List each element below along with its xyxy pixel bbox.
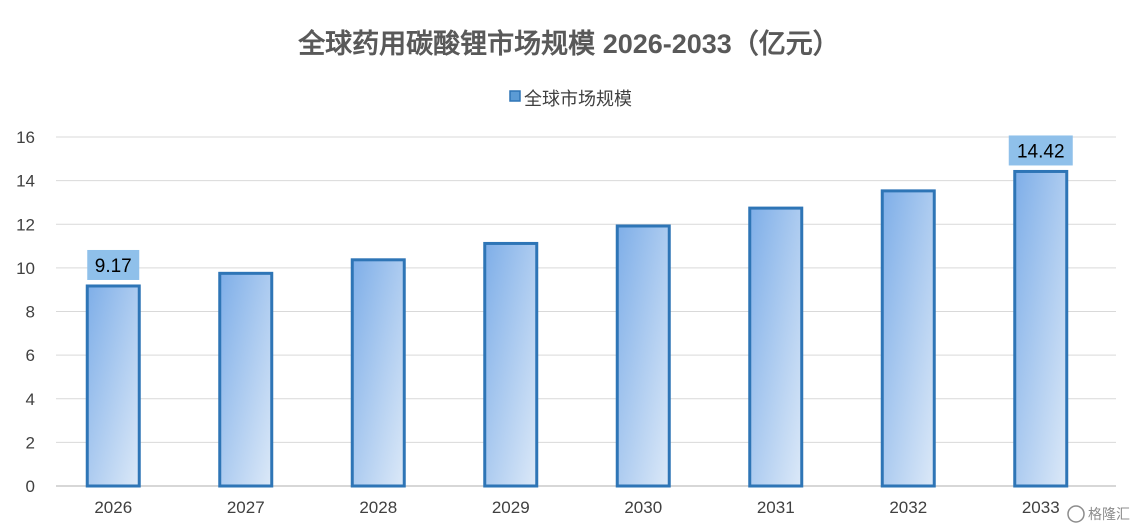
x-tick-label: 2033 (1022, 498, 1060, 517)
bar-2028 (350, 258, 406, 488)
data-label: 14.42 (1008, 135, 1073, 166)
chart-title: 全球药用碳酸锂市场规模 2026-2033（亿元） (297, 28, 840, 59)
legend: 全球市场规模 (509, 89, 632, 109)
data-labels: 9.17 14.42 (87, 135, 1073, 280)
y-tick-label: 8 (26, 303, 35, 322)
bar-2026 (85, 284, 141, 488)
bar-2031 (748, 206, 804, 488)
x-tick-label: 2032 (889, 498, 927, 517)
y-tick-label: 12 (16, 215, 35, 234)
bar-2033 (1013, 169, 1069, 488)
y-tick-label: 16 (16, 128, 35, 147)
y-tick-label: 4 (26, 390, 35, 409)
x-tick-label: 2030 (624, 498, 662, 517)
watermark-text: 格隆汇 (1088, 506, 1130, 522)
gridlines (56, 136, 1116, 487)
y-axis: 0 2 4 6 8 10 12 14 16 (16, 128, 35, 496)
data-label: 9.17 (87, 249, 140, 280)
bar-2032 (880, 189, 936, 488)
x-tick-label: 2031 (757, 498, 795, 517)
y-tick-label: 0 (26, 477, 35, 496)
watermark-logo-icon (1067, 505, 1085, 523)
y-tick-label: 14 (16, 172, 35, 191)
y-tick-label: 10 (16, 259, 35, 278)
x-tick-label: 2026 (94, 498, 132, 517)
bar-2029 (483, 241, 539, 488)
bars (85, 169, 1069, 488)
data-label-text: 9.17 (95, 256, 132, 277)
legend-swatch (509, 90, 521, 102)
y-tick-label: 6 (26, 346, 35, 365)
legend-label: 全球市场规模 (524, 89, 632, 109)
x-tick-label: 2029 (492, 498, 530, 517)
y-tick-label: 2 (26, 433, 35, 452)
data-label-background (87, 249, 140, 280)
x-axis: 2026 2027 2028 2029 2030 2031 2032 2033 (94, 498, 1059, 517)
x-tick-label: 2027 (227, 498, 265, 517)
x-tick-label: 2028 (359, 498, 397, 517)
bar-2030 (615, 224, 671, 488)
data-label-text: 14.42 (1017, 141, 1065, 162)
watermark: 格隆汇 (1067, 505, 1130, 523)
bar-2027 (218, 271, 274, 488)
data-label-background (1008, 135, 1073, 166)
